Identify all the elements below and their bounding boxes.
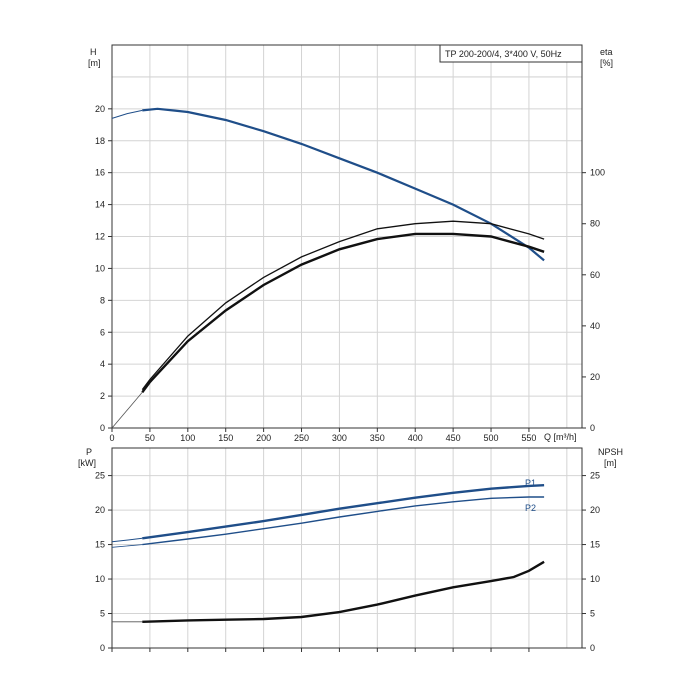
- y-right-tick-label: 0: [590, 423, 595, 433]
- series-label-p2: P2: [525, 503, 536, 513]
- y-tick-label: 25: [95, 471, 105, 481]
- y-axis-label-npsh: NPSH [m]: [598, 447, 623, 468]
- y-right-tick-label: 25: [590, 471, 600, 481]
- y-right-tick-label: 5: [590, 609, 595, 619]
- x-tick-label: 250: [294, 433, 309, 443]
- eta-curve-pump: [141, 232, 545, 394]
- y-tick-label: 6: [100, 327, 105, 337]
- p1-curve-extension: [111, 537, 143, 543]
- y-right-tick-label: 60: [590, 270, 600, 280]
- p2-curve: [142, 496, 545, 546]
- head-chart-curves: [111, 107, 545, 429]
- head-curve-extension: [111, 109, 143, 119]
- x-tick-label: 150: [218, 433, 233, 443]
- eta-curve-hydraulic: [141, 220, 545, 391]
- y-tick-label: 8: [100, 295, 105, 305]
- eta-curve-extension: [111, 392, 143, 429]
- head-chart-ticks: 0 50 100 150 200 250 300 350 400 450 500 5500246810…: [95, 104, 605, 443]
- y-right-tick-label: 15: [590, 540, 600, 550]
- x-tick-label: 0: [109, 433, 114, 443]
- power-chart-ticks: 0 5 10 15 20 25 0 5 10 15 20 25: [95, 471, 600, 653]
- y-tick-label: 16: [95, 168, 105, 178]
- npsh-curve: [142, 560, 545, 623]
- y-tick-label: 20: [95, 104, 105, 114]
- y-axis-label-power: P [kW]: [78, 447, 96, 468]
- y-tick-label: 5: [100, 609, 105, 619]
- x-tick-label: 500: [484, 433, 499, 443]
- y-tick-label: 14: [95, 200, 105, 210]
- y-tick-label: 4: [100, 359, 105, 369]
- power-chart-frame: [111, 447, 583, 649]
- x-tick-label: 200: [256, 433, 271, 443]
- y-right-tick-label: 20: [590, 372, 600, 382]
- y-tick-label: 15: [95, 540, 105, 550]
- head-chart-grid: [112, 45, 582, 428]
- y-right-tick-label: 40: [590, 321, 600, 331]
- y-right-tick-label: 10: [590, 574, 600, 584]
- y-right-tick-label: 20: [590, 505, 600, 515]
- y-tick-label: 20: [95, 505, 105, 515]
- y-tick-label: 0: [100, 643, 105, 653]
- y-tick-label: 18: [95, 136, 105, 146]
- p2-curve-extension: [111, 544, 143, 548]
- y-axis-label-eta: eta [%]: [600, 47, 613, 68]
- series-label-p1: P1: [525, 478, 536, 488]
- x-tick-label: 50: [145, 433, 155, 443]
- power-chart-grid: [112, 448, 582, 648]
- p1-curve: [142, 484, 545, 540]
- x-tick-label: 100: [180, 433, 195, 443]
- y-tick-label: 10: [95, 574, 105, 584]
- x-tick-label: 300: [332, 433, 347, 443]
- power-chart-curves: [111, 484, 545, 623]
- y-right-tick-label: 100: [590, 168, 605, 178]
- head-efficiency-chart: 0 50 100 150 200 250 300 350 400 450 500 5500246810…: [88, 44, 613, 443]
- x-tick-label: 400: [408, 433, 423, 443]
- x-tick-label: 450: [446, 433, 461, 443]
- y-right-tick-label: 0: [590, 643, 595, 653]
- power-npsh-chart: 0 5 10 15 20 25 0 5 10 15 20 25 P [kW] NPSH [m] P1 P2: [78, 447, 623, 653]
- y-tick-label: 12: [95, 232, 105, 242]
- head-chart-title-box: TP 200-200/4, 3*400 V, 50Hz: [439, 44, 583, 63]
- y-axis-label-head: H [m]: [88, 47, 101, 68]
- x-tick-label: 350: [370, 433, 385, 443]
- head-curve: [142, 107, 545, 262]
- y-tick-label: 2: [100, 391, 105, 401]
- y-tick-label: 10: [95, 263, 105, 273]
- chart-title: TP 200-200/4, 3*400 V, 50Hz: [445, 49, 562, 59]
- x-tick-label: 550: [521, 433, 536, 443]
- y-right-tick-label: 80: [590, 219, 600, 229]
- x-axis-label-flow: Q [m³/h]: [544, 432, 577, 442]
- y-tick-label: 0: [100, 423, 105, 433]
